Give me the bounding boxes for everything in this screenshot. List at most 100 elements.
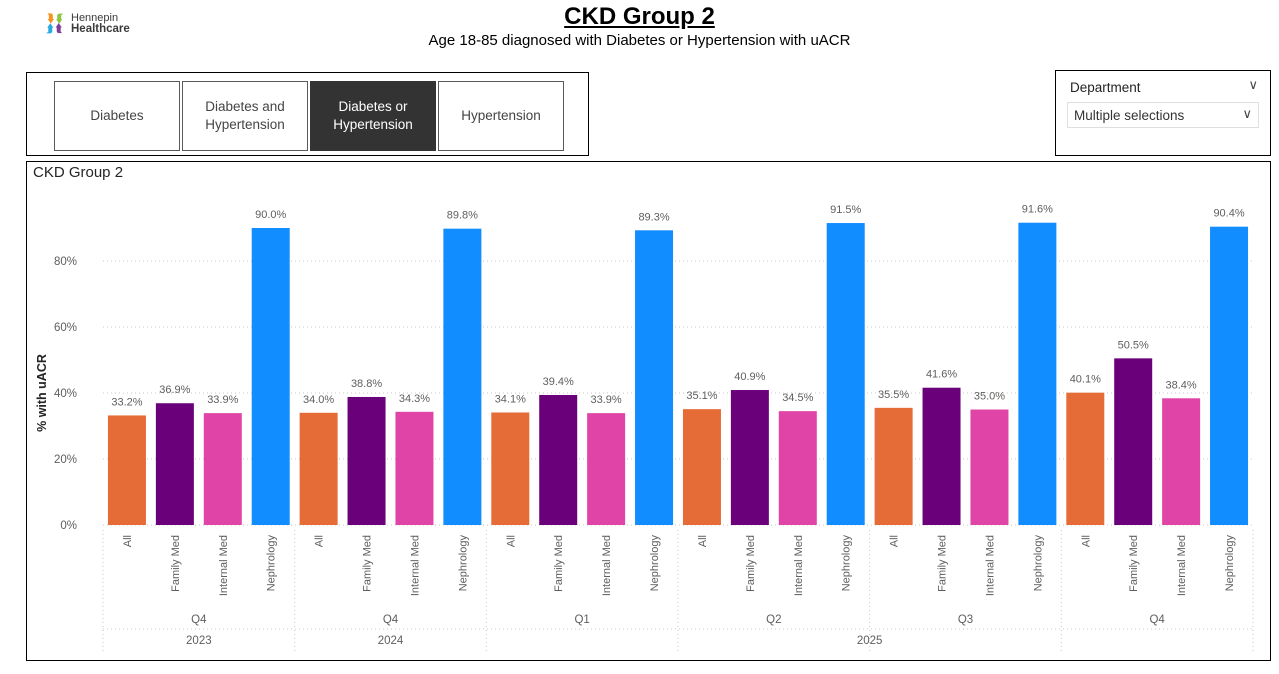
x-tick-label: Internal Med (793, 535, 805, 596)
bar-data-label: 35.1% (686, 390, 717, 402)
x-tick-label: Internal Med (218, 535, 230, 596)
bar-data-label: 35.0% (974, 391, 1005, 403)
page-title: CKD Group 2 (564, 3, 715, 30)
chevron-down-icon: ∨ (1242, 106, 1252, 121)
logo-line2: Healthcare (71, 23, 130, 35)
year-label: 2025 (857, 635, 883, 647)
bar (203, 413, 242, 525)
bar (1114, 358, 1153, 525)
y-tick-label: 0% (60, 520, 77, 532)
x-tick-label: Family Med (937, 535, 949, 592)
bar-data-label: 38.4% (1166, 379, 1197, 391)
y-tick-label: 20% (54, 454, 77, 466)
x-tick-label: Internal Med (1176, 535, 1188, 596)
bar (347, 396, 386, 525)
bar (635, 230, 674, 525)
x-tick-label: Internal Med (601, 535, 613, 596)
x-tick-label: Nephrology (266, 535, 278, 592)
x-tick-label: All (122, 535, 134, 547)
department-label: Department (1070, 80, 1141, 95)
chart-title: CKD Group 2 (33, 164, 124, 181)
bar (443, 228, 482, 525)
x-tick-label: Nephrology (457, 535, 469, 592)
x-tick-label: All (314, 535, 326, 547)
bar (1018, 222, 1057, 525)
bar (251, 228, 290, 525)
tile-diabetes-and-hypertension[interactable]: Diabetes and Hypertension (182, 81, 308, 151)
y-axis-title: % with uACR (35, 354, 49, 432)
y-tick-label: 60% (54, 322, 77, 334)
x-tick-label: Family Med (362, 535, 374, 592)
bar-data-label: 38.8% (351, 378, 382, 390)
year-label: 2024 (378, 635, 404, 647)
bar (1210, 226, 1249, 525)
quarter-label: Q4 (1149, 614, 1165, 626)
bar-data-label: 33.2% (111, 396, 142, 408)
department-slicer: Department ∨ Multiple selections ∨ (1055, 70, 1271, 156)
bar-data-label: 34.0% (303, 394, 334, 406)
quarter-label: Q4 (191, 614, 207, 626)
bar-data-label: 90.4% (1213, 208, 1244, 220)
bar (299, 412, 338, 525)
tile-hypertension[interactable]: Hypertension (438, 81, 564, 151)
bar (874, 407, 913, 525)
bar (682, 409, 721, 525)
x-tick-label: Family Med (553, 535, 565, 592)
x-tick-label: Internal Med (409, 535, 421, 596)
quarter-label: Q1 (574, 614, 589, 626)
bar-chart: 0% 20% 40% 60% 80% % with uACR 33.2% All 36.9% Fa… (35, 204, 1254, 652)
page-subtitle: Age 18-85 diagnosed with Diabetes or Hyp… (428, 32, 851, 49)
logo-mark-icon: ⮯ ⮮ ⮭ ⮬ (47, 13, 63, 35)
quarter-label: Q2 (766, 614, 781, 626)
bar-data-label: 90.0% (255, 209, 286, 221)
bar (730, 390, 769, 525)
department-value: Multiple selections (1074, 108, 1185, 123)
bar-data-label: 34.1% (495, 393, 526, 405)
y-tick-label: 40% (54, 388, 77, 400)
x-tick-label: Family Med (745, 535, 757, 592)
bar (587, 413, 626, 525)
bar (826, 223, 865, 526)
bar-data-label: 33.9% (207, 394, 238, 406)
tile-diabetes[interactable]: Diabetes (54, 81, 180, 151)
bar (970, 409, 1009, 525)
bar (155, 403, 194, 525)
x-tick-label: Family Med (1128, 535, 1140, 592)
year-label: 2023 (186, 635, 212, 647)
bar-data-label: 36.9% (159, 384, 190, 396)
chart-container: CKD Group 2 0% 20% 40% 60% 80% % with uACR 33.… (26, 161, 1271, 661)
bar-data-label: 34.3% (399, 393, 430, 405)
x-tick-label: Nephrology (841, 535, 853, 592)
collapse-chevron-icon[interactable]: ∨ (1248, 77, 1258, 92)
bar (1162, 398, 1201, 525)
x-tick-label: All (1080, 535, 1092, 547)
bar-data-label: 89.8% (447, 210, 478, 222)
bar-data-label: 35.5% (878, 389, 909, 401)
bar-data-label: 89.3% (638, 211, 669, 223)
hennepin-logo: ⮯ ⮮ ⮭ ⮬ Hennepin Healthcare (46, 13, 130, 35)
x-tick-label: All (889, 535, 901, 547)
x-tick-label: Nephrology (1032, 535, 1044, 592)
x-tick-label: Internal Med (984, 535, 996, 596)
condition-slicer: Diabetes Diabetes and Hypertension Diabe… (26, 72, 589, 156)
y-tick-label: 80% (54, 256, 77, 268)
bar-data-label: 40.9% (734, 371, 765, 383)
bar (107, 415, 146, 525)
bar (922, 387, 961, 525)
quarter-label: Q3 (958, 614, 973, 626)
bar-data-label: 39.4% (543, 376, 574, 388)
x-tick-label: Family Med (170, 535, 182, 592)
x-tick-label: All (697, 535, 709, 547)
department-dropdown[interactable]: Multiple selections ∨ (1067, 102, 1259, 128)
bar-data-label: 41.6% (926, 369, 957, 381)
x-tick-label: Nephrology (1224, 535, 1236, 592)
bar (395, 411, 434, 525)
bar-data-label: 91.5% (830, 204, 861, 216)
bar-data-label: 34.5% (782, 392, 813, 404)
tile-diabetes-or-hypertension[interactable]: Diabetes or Hypertension (310, 81, 436, 151)
bar (491, 412, 530, 525)
bar (1066, 392, 1105, 525)
x-tick-label: Nephrology (649, 535, 661, 592)
x-tick-label: All (505, 535, 517, 547)
bar-data-label: 40.1% (1070, 374, 1101, 386)
